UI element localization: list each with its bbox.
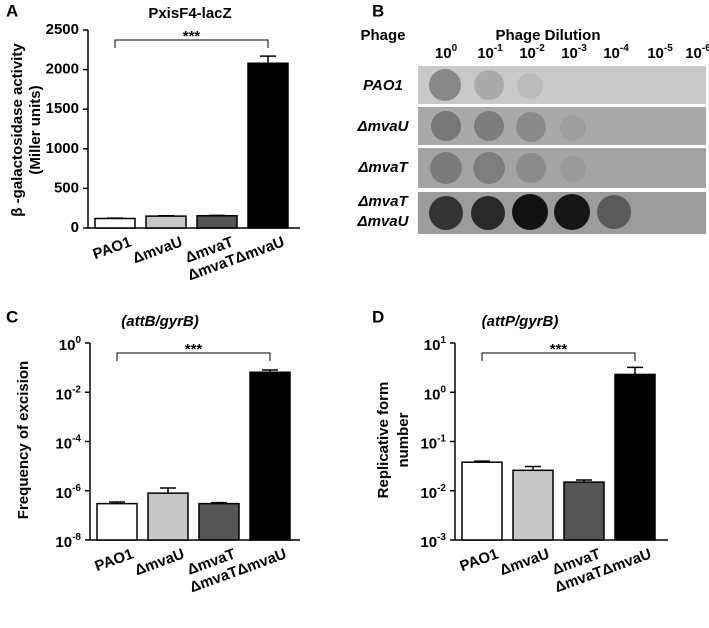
y-tick-label: 500	[54, 179, 79, 196]
bar	[147, 492, 189, 541]
y-tick-label: 10-1	[420, 433, 446, 452]
plaque	[474, 70, 504, 100]
error-bar	[576, 479, 592, 483]
panel-label: C	[6, 307, 18, 326]
dilution-label: 10-5	[647, 43, 673, 62]
y-tick-label: 2000	[46, 61, 79, 78]
plaque	[516, 112, 546, 142]
row-label: PAO1	[363, 77, 403, 94]
bar	[96, 502, 138, 541]
y-tick-label: 0	[71, 219, 79, 236]
x-tick-label: ΔmvaU	[132, 546, 186, 580]
x-tick-label: PAO1	[93, 546, 136, 576]
significance-bracket	[481, 352, 636, 361]
plaque	[560, 156, 586, 182]
bar	[196, 214, 238, 229]
bar	[249, 371, 291, 541]
bar	[563, 481, 605, 541]
bar	[94, 217, 136, 229]
plaque	[429, 69, 461, 101]
panel-label: A	[6, 1, 18, 20]
plaque	[474, 111, 504, 141]
error-bar	[525, 465, 541, 471]
y-tick-label: 10-2	[55, 384, 81, 403]
plaque	[431, 111, 461, 141]
x-tick-label: ΔmvaU	[130, 234, 184, 268]
plaque	[516, 153, 546, 183]
y-tick-label: 100	[59, 335, 82, 354]
row-label: ΔmvaT	[357, 159, 409, 176]
error-bar	[211, 501, 227, 504]
significance-label: ***	[183, 28, 201, 45]
error-bar	[474, 460, 490, 463]
subtitle: (attB/gyrB)	[121, 313, 199, 330]
y-axis-label: Replicative form	[375, 382, 392, 499]
y-axis-label: Frequency of excision	[15, 361, 32, 519]
panel-label: B	[372, 1, 384, 20]
dilution-label: 10-3	[561, 43, 587, 62]
bar	[145, 215, 187, 229]
error-bar	[262, 369, 278, 373]
subtitle: (attP/gyrB)	[482, 313, 559, 330]
dilution-label: 100	[435, 43, 458, 62]
plaque	[430, 152, 462, 184]
significance-bracket	[116, 352, 271, 361]
y-tick-label: 10-4	[55, 433, 81, 452]
dilution-label: 10-4	[603, 43, 629, 62]
error-bar	[109, 501, 125, 504]
plaque	[512, 194, 548, 230]
bar	[247, 62, 289, 229]
plaque	[560, 115, 586, 141]
bar	[461, 461, 503, 541]
strip	[418, 66, 706, 104]
y-axis-label: (Miller units)	[27, 85, 44, 174]
x-tick-label: ΔmvaU	[497, 546, 551, 580]
error-bar	[627, 366, 643, 375]
y-tick-label: 1000	[46, 140, 79, 157]
y-tick-label: 101	[424, 335, 447, 354]
x-tick-label: PAO1	[91, 234, 134, 264]
y-tick-label: 10-8	[55, 532, 81, 551]
y-tick-label: 10-3	[420, 532, 446, 551]
bar	[512, 469, 554, 541]
dilution-label: 10-6	[685, 43, 709, 62]
y-tick-label: 1500	[46, 100, 79, 117]
significance-bracket	[114, 39, 269, 48]
plaque	[554, 194, 590, 230]
row-label: ΔmvaT	[357, 193, 409, 210]
plaque-image	[418, 66, 706, 234]
y-axis-label: number	[395, 412, 412, 467]
plaque	[597, 195, 631, 229]
plaque	[517, 73, 543, 99]
bar	[614, 373, 656, 541]
y-tick-label: 100	[424, 384, 447, 403]
plaque	[473, 152, 505, 184]
x-tick-label: PAO1	[458, 546, 501, 576]
plaque	[429, 196, 463, 230]
row-label: ΔmvaU	[357, 213, 410, 230]
y-tick-label: 10-6	[55, 482, 81, 501]
y-tick-label: 2500	[46, 21, 79, 38]
y-axis-label: β -galactosidase activity	[9, 43, 26, 217]
y-tick-label: 10-2	[420, 482, 446, 501]
dilution-label: 10-1	[477, 43, 503, 62]
bar	[198, 502, 240, 541]
column-header: Phage Dilution	[496, 27, 601, 44]
error-bar	[160, 487, 176, 494]
significance-label: ***	[550, 341, 568, 358]
error-bar	[260, 55, 276, 64]
chart-title: PxisF4-lacZ	[148, 5, 231, 22]
row-label: ΔmvaU	[357, 118, 410, 135]
significance-label: ***	[185, 341, 203, 358]
panel-label: D	[372, 307, 384, 326]
row-header: Phage	[360, 27, 405, 44]
dilution-label: 10-2	[519, 43, 545, 62]
plaque	[471, 196, 505, 230]
